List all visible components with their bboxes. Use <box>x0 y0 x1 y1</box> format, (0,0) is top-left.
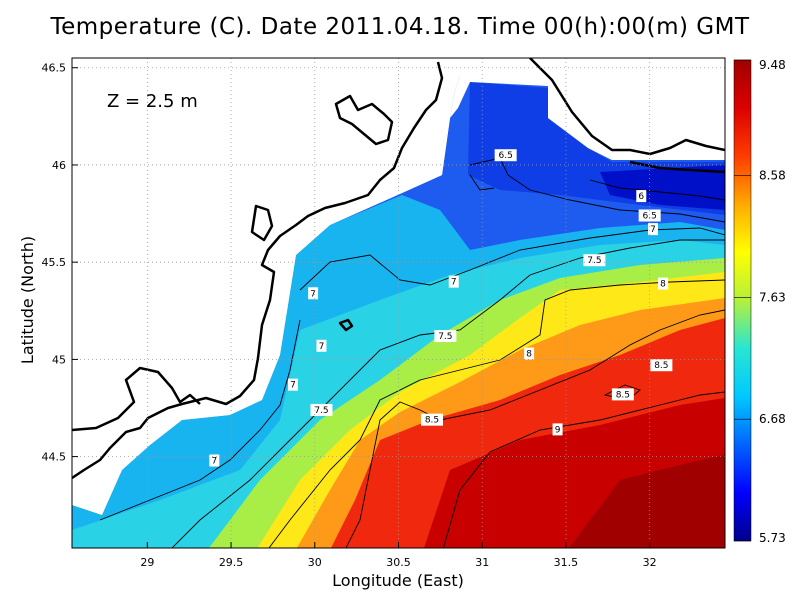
contour-8-5 <box>345 309 725 548</box>
coastline-east <box>529 58 725 156</box>
contour-label: 7 <box>310 289 316 299</box>
depth-annotation: Z = 2.5 m <box>107 91 198 112</box>
contour-label: 7.5 <box>438 332 452 342</box>
contour-label-bg <box>494 149 517 162</box>
contour-label-bg <box>308 287 319 300</box>
contour-6-5b <box>469 174 495 191</box>
coastline-lake <box>250 204 274 242</box>
contour-label: 8.5 <box>616 390 630 400</box>
contour-label-bg <box>310 403 333 416</box>
contour-label-bg <box>552 423 563 436</box>
land-mask <box>72 58 725 515</box>
contour-label-bg <box>648 223 659 236</box>
temperature-field <box>72 76 725 548</box>
contour-label: 8 <box>660 280 666 290</box>
contour-label-bg <box>636 190 647 203</box>
contour-label-bg <box>316 339 327 352</box>
contour-label: 6 <box>638 192 644 202</box>
contour-label-bg <box>209 454 220 467</box>
coastline-delta <box>72 366 201 432</box>
colorbar-tick-label: 8.58 <box>759 168 786 182</box>
contour-9 <box>442 391 725 548</box>
colorbar-tick-label: 9.48 <box>759 58 786 72</box>
x-axis-label: Longitude (East) <box>332 571 464 590</box>
x-tick-label: 31 <box>475 556 489 569</box>
contour-label: 8.5 <box>654 361 668 371</box>
colorbar-ticks: 9.48 8.58 7.63 6.68 5.73 <box>734 58 786 545</box>
contour-labels: 6.5 6 6.5 7 7.5 8 7 7 7 7.5 8 8.5 8.5 7 7.5 8.5 9 7 <box>209 149 673 467</box>
contour-8 <box>268 279 725 548</box>
contour-6 <box>589 179 725 201</box>
y-tick-label: 46.5 <box>42 62 67 75</box>
contour-label: 7.5 <box>314 406 328 416</box>
colorbar-tick-label: 6.68 <box>759 412 786 426</box>
contour-7-5 <box>171 239 725 548</box>
x-tick-label: 31.5 <box>554 556 579 569</box>
x-tick-label: 32 <box>643 556 657 569</box>
contour-label-bg <box>420 413 443 426</box>
y-tick-label: 44.5 <box>42 451 67 464</box>
contour-label: 7 <box>319 342 325 352</box>
land-northwest <box>72 58 725 515</box>
contour-label-bg <box>638 209 661 222</box>
contour-label: 7 <box>290 381 296 391</box>
contour-label-bg <box>583 254 606 267</box>
sea-band-deepred <box>569 455 725 548</box>
sea-band-darkblue <box>600 165 725 210</box>
colorbar: 9.48 8.58 7.63 6.68 5.73 <box>733 58 786 545</box>
contour-label: 8 <box>526 350 532 360</box>
contour-label: 7 <box>650 225 656 235</box>
x-axis-ticks: 29 29.5 30 30.5 31 31.5 32 <box>140 542 657 569</box>
contour-label-bg <box>288 378 299 391</box>
contour-label-bg <box>524 347 535 360</box>
y-axis-label: Latitude (North) <box>18 236 37 364</box>
contour-lines <box>99 157 725 548</box>
x-tick-label: 30 <box>308 556 322 569</box>
colorbar-gradient <box>733 59 752 542</box>
y-tick-label: 46 <box>52 159 66 172</box>
contour-label-bg <box>448 275 459 288</box>
coastline-main <box>72 61 444 480</box>
contour-7b <box>99 319 301 521</box>
contour-label: 8.5 <box>425 416 439 426</box>
y-tick-label: 45 <box>52 353 66 366</box>
coastline-estuary <box>334 94 394 146</box>
contour-label-bg <box>611 388 634 401</box>
contour-label-bg <box>658 277 669 290</box>
x-tick-label: 30.5 <box>386 556 411 569</box>
contour-label: 9 <box>555 425 561 435</box>
y-axis-ticks: 44.5 45 45.5 46 46.5 <box>42 62 78 464</box>
contour-label: 7 <box>451 278 457 288</box>
contour-label: 7.5 <box>587 256 601 266</box>
x-tick-label: 29 <box>140 556 154 569</box>
contour-label: 7 <box>211 457 217 467</box>
grid-lines <box>72 58 725 548</box>
colorbar-tick-label: 5.73 <box>759 531 786 545</box>
contour-7 <box>299 227 725 291</box>
coastline-island <box>338 318 354 332</box>
x-tick-label: 29.5 <box>219 556 244 569</box>
coastlines <box>72 58 725 480</box>
chart-title: Temperature (C). Date 2011.04.18. Time 0… <box>50 14 750 40</box>
contour-label-bg <box>434 330 457 343</box>
colorbar-tick-label: 7.63 <box>759 290 786 304</box>
y-tick-label: 45.5 <box>42 256 67 269</box>
contour-label: 6.5 <box>642 212 656 222</box>
contour-label: 6.5 <box>498 151 512 161</box>
plot-area: 6.5 6 6.5 7 7.5 8 7 7 7 7.5 8 8.5 8.5 7 7.5 8.5 9 7 <box>72 58 725 548</box>
contour-label-bg <box>650 359 673 372</box>
